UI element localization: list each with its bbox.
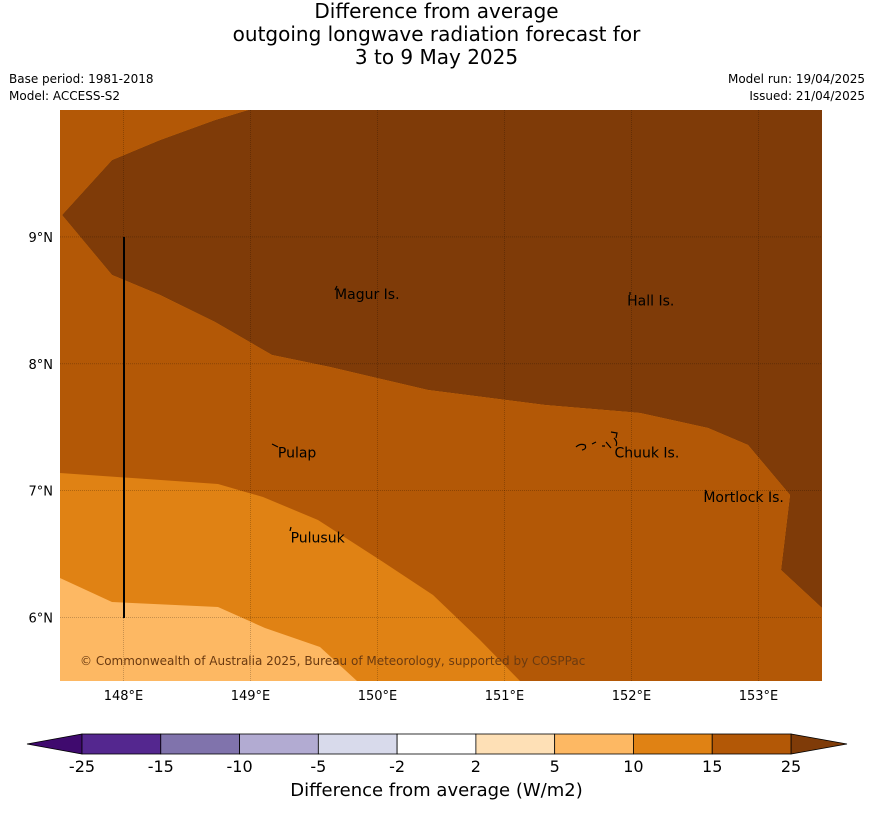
colorbar-tick-label: 2 [471, 757, 481, 776]
lon-tick-label: 151°E [485, 689, 525, 704]
colorbar-tick-label: -15 [148, 757, 174, 776]
island-markers [271, 285, 708, 532]
title-line-2: outgoing longwave radiation forecast for [232, 22, 641, 46]
lat-tick-label: 8°N [29, 358, 54, 373]
colorbar-tick-label: 25 [781, 757, 801, 776]
colorbar-swatch [317, 733, 398, 755]
copyright-note: © Commonwealth of Australia 2025, Bureau… [80, 654, 585, 668]
lat-tick-label: 6°N [29, 612, 54, 627]
map-title: Difference from average outgoing longwav… [0, 0, 873, 69]
title-line-1: Difference from average [314, 0, 559, 23]
colorbar-swatch [396, 733, 477, 755]
colorbar-swatch [554, 733, 634, 755]
colorbar-swatch [160, 733, 240, 755]
island-shape-pulusuk [289, 526, 292, 532]
colorbar-extend-low [26, 733, 83, 755]
place-label: Chuuk Is. [614, 446, 679, 462]
colorbar-tick-label: -10 [226, 757, 252, 776]
lon-tick-label: 150°E [358, 689, 398, 704]
island-shape-chuuk [575, 431, 618, 451]
lat-tick-label: 7°N [29, 485, 54, 500]
lon-tick-label: 149°E [231, 689, 271, 704]
lon-tick-label: 148°E [104, 689, 144, 704]
colorbar-swatch [711, 733, 792, 755]
graticule [60, 110, 822, 681]
colorbar-swatch [81, 733, 162, 755]
colorbar-tick-label: 10 [623, 757, 643, 776]
colorbar-tick-label: -25 [69, 757, 95, 776]
place-label: Mortlock Is. [703, 490, 783, 506]
colorbar-tick-label: 5 [550, 757, 560, 776]
colorbar-tick-label: -2 [389, 757, 405, 776]
island-shape-pulap [271, 443, 279, 448]
place-label: Hall Is. [627, 293, 674, 309]
base-period: Base period: 1981-2018 [9, 72, 154, 86]
colorbar-swatch [475, 733, 556, 755]
colorbar-title: Difference from average (W/m2) [290, 780, 583, 801]
colorbar-swatch [239, 733, 319, 755]
island-shape-magur [334, 285, 338, 291]
lon-tick-label: 153°E [739, 689, 779, 704]
model-run: Model run: 19/04/2025 [727, 72, 865, 86]
colorbar: -25 -15 -10 -5 -2 2 5 10 15 25 [26, 733, 848, 776]
model-name: Model: ACCESS-S2 [9, 89, 121, 103]
place-labels: Magur Is. Hall Is. Pulap Chuuk Is. Mortlock … [278, 287, 784, 547]
colorbar-tick-label: -5 [310, 757, 326, 776]
anomaly-field [60, 110, 822, 681]
place-label: Pulusuk [291, 531, 346, 547]
place-label: Magur Is. [335, 287, 400, 303]
colorbar-swatch [633, 733, 713, 755]
field-15-to-25-lower [60, 110, 822, 681]
title-line-3: 3 to 9 May 2025 [354, 45, 519, 69]
lat-tick-label: 9°N [29, 231, 54, 246]
meta-right: Model run: 19/04/2025 Issued: 21/04/2025 [728, 71, 865, 105]
issued-date: Issued: 21/04/2025 [749, 89, 865, 103]
field-above-25 [62, 110, 822, 608]
colorbar-extend-high [790, 733, 848, 755]
place-label: Pulap [278, 446, 317, 462]
island-shape-mortlock [704, 489, 708, 493]
field-5-to-10 [60, 578, 357, 681]
colorbar-tick-label: 15 [702, 757, 722, 776]
meta-left: Base period: 1981-2018 Model: ACCESS-S2 [9, 71, 154, 105]
axis-tick-labels: 148°E 149°E 150°E 151°E 152°E 153°E 9°N 8°N 7°N 6… [29, 231, 779, 704]
lon-tick-label: 152°E [612, 689, 652, 704]
